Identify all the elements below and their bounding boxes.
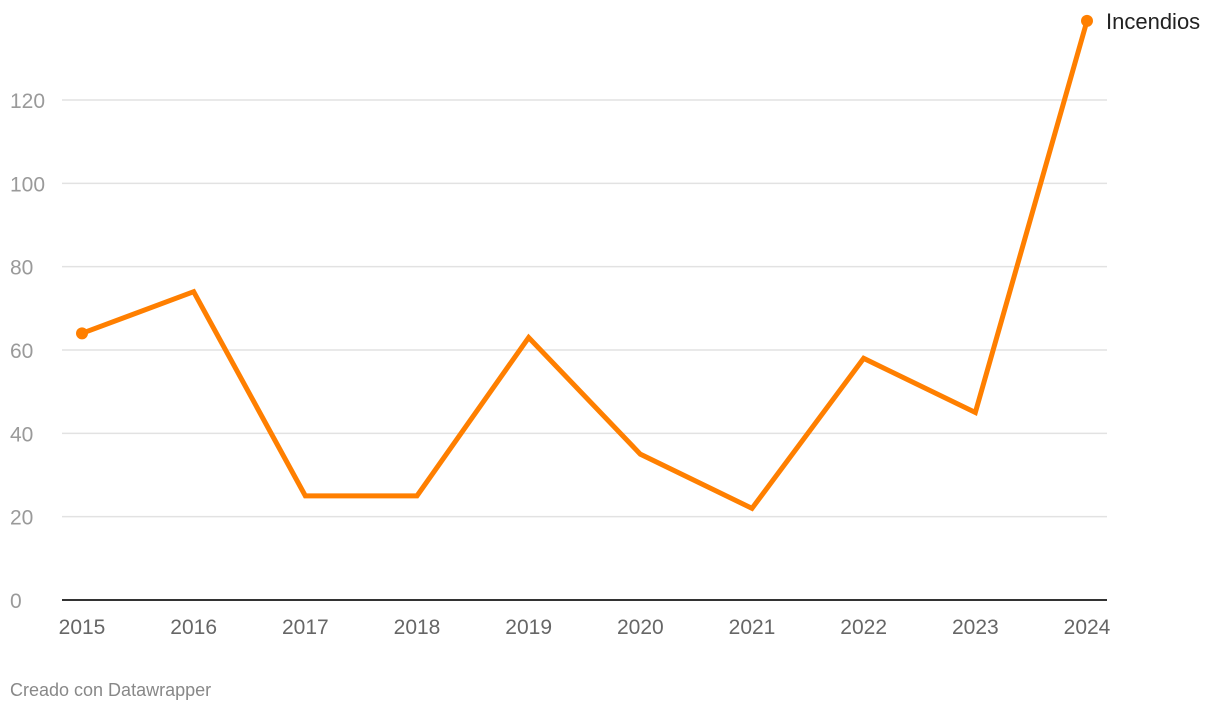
y-tick-label: 0 xyxy=(10,590,22,613)
x-tick-label: 2023 xyxy=(952,616,999,639)
x-tick-label: 2018 xyxy=(394,616,441,639)
y-tick-label: 40 xyxy=(10,423,33,446)
y-tick-label: 60 xyxy=(10,340,33,363)
y-tick-label: 20 xyxy=(10,507,33,530)
series-line xyxy=(81,20,1090,512)
data-point xyxy=(76,327,88,340)
series-label: Incendios xyxy=(1106,9,1200,34)
line-chart: 0 20 40 60 80 100 120 2015 2016 2017 2018 2019 2020 2… xyxy=(10,9,1200,639)
x-tick-label: 2017 xyxy=(282,616,329,639)
x-tick-label: 2021 xyxy=(729,616,776,639)
data-point xyxy=(1081,14,1093,27)
x-tick-label: 2024 xyxy=(1064,616,1111,639)
x-tick-label: 2019 xyxy=(505,616,552,639)
y-tick-label: 80 xyxy=(10,257,33,280)
y-tick-label: 100 xyxy=(10,173,45,196)
credit-text: Creado con Datawrapper xyxy=(10,680,212,700)
y-tick-label: 120 xyxy=(10,90,45,113)
x-tick-label: 2016 xyxy=(170,616,217,639)
x-tick-label: 2020 xyxy=(617,616,664,639)
x-tick-label: 2022 xyxy=(840,616,887,639)
x-tick-label: 2015 xyxy=(59,616,106,639)
